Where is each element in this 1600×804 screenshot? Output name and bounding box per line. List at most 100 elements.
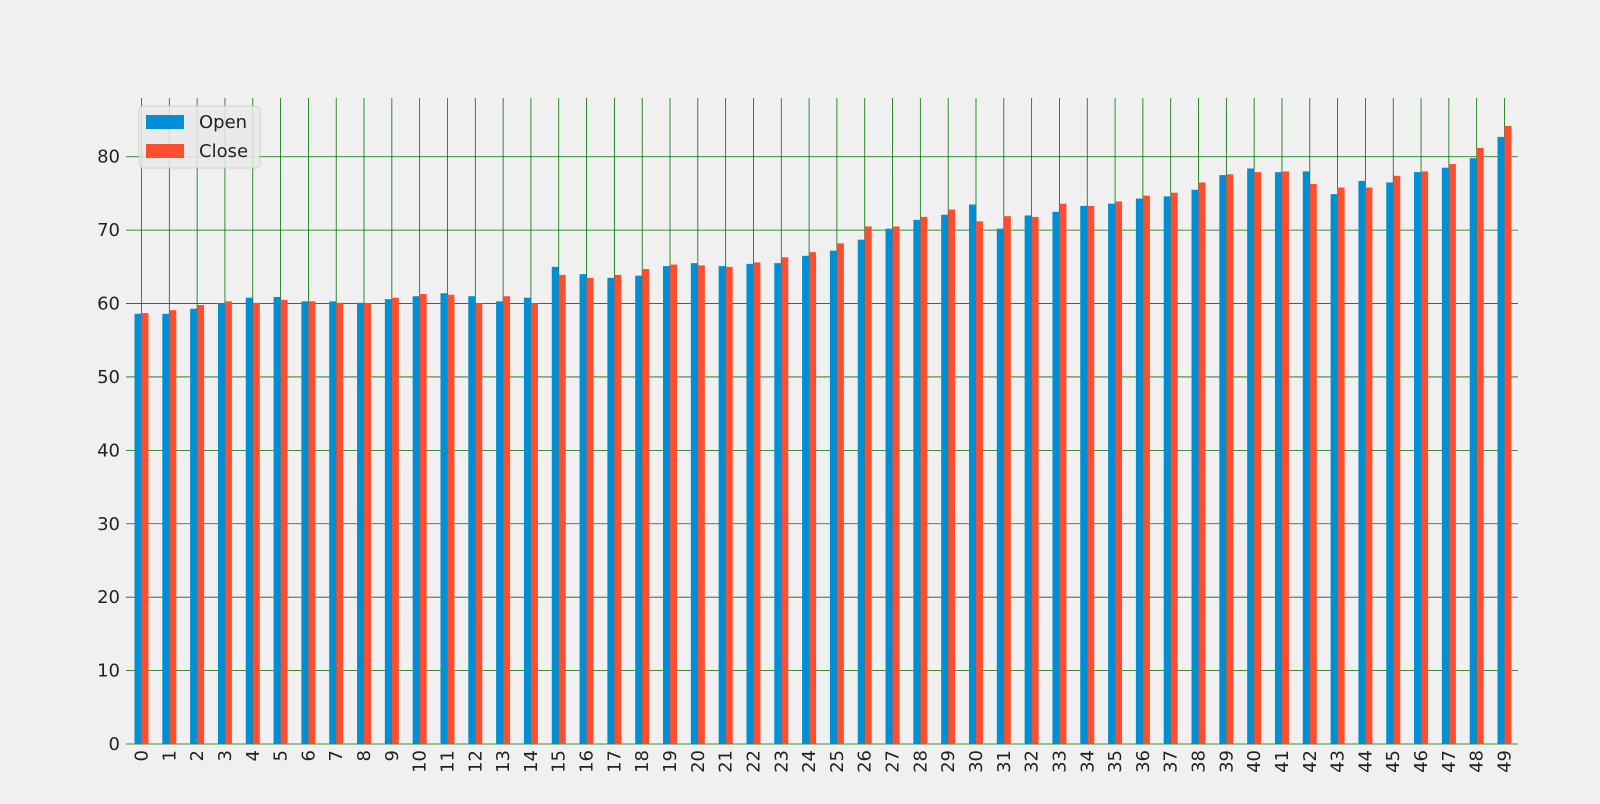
y-tick-label: 70 (97, 220, 120, 241)
x-tick-label: 13 (493, 750, 514, 773)
x-tick-label: 2 (187, 750, 208, 761)
bar-close-45 (1393, 175, 1401, 745)
bar-close-18 (642, 269, 650, 744)
bar-close-30 (975, 221, 983, 744)
x-tick-label: 19 (660, 750, 681, 773)
bar-open-5 (273, 296, 281, 744)
bar-close-17 (614, 274, 622, 744)
bar-close-24 (809, 252, 817, 744)
bar-close-29 (948, 209, 956, 745)
legend-swatch-close (146, 144, 184, 158)
bar-close-38 (1198, 182, 1206, 744)
bar-close-28 (920, 216, 928, 744)
x-tick-label: 32 (1022, 750, 1043, 773)
x-tick-label: 15 (549, 750, 570, 773)
x-tick-label: 38 (1189, 750, 1210, 773)
bar-open-28 (913, 219, 921, 745)
bar-close-14 (530, 303, 538, 744)
bar-close-41 (1281, 171, 1289, 745)
x-tick-label: 36 (1133, 750, 1154, 773)
bar-open-44 (1358, 180, 1366, 744)
bar-close-12 (475, 303, 483, 744)
bar-close-35 (1115, 201, 1123, 744)
x-tick-label: 24 (799, 750, 820, 773)
bar-close-4 (252, 302, 260, 744)
x-tick-label: 7 (326, 750, 347, 761)
bar-close-46 (1421, 171, 1429, 745)
bar-open-0 (134, 313, 142, 744)
x-tick-label: 34 (1077, 750, 1098, 773)
bar-open-22 (746, 263, 754, 744)
bar-open-37 (1163, 196, 1171, 745)
x-axis-ticks: 0 1 2 3 4 5 6 7 8 9 10 11 12 13 14 15 16 17 18 19 20 21 22 23 24… (132, 750, 1516, 773)
bar-open-14 (523, 297, 531, 744)
bar-close-19 (670, 264, 678, 744)
bar-open-46 (1414, 172, 1422, 744)
bar-close-44 (1365, 187, 1373, 745)
legend-label-open: Open (199, 112, 247, 133)
x-tick-label: 46 (1411, 750, 1432, 773)
bar-open-10 (412, 296, 420, 744)
x-tick-label: 30 (966, 750, 987, 773)
x-tick-label: 26 (855, 750, 876, 773)
x-tick-label: 41 (1272, 750, 1293, 773)
x-tick-label: 3 (215, 750, 236, 761)
bar-close-13 (503, 296, 511, 744)
bar-open-39 (1219, 175, 1227, 745)
x-tick-label: 33 (1049, 750, 1070, 773)
bar-open-23 (774, 263, 782, 744)
bar-open-34 (1080, 205, 1088, 744)
bar-open-17 (607, 277, 615, 744)
bar-open-32 (1024, 215, 1032, 745)
bar-close-21 (725, 266, 733, 744)
y-tick-label: 10 (97, 661, 120, 682)
bar-close-37 (1170, 192, 1178, 744)
x-tick-label: 14 (521, 750, 542, 773)
y-tick-label: 0 (109, 734, 120, 755)
bar-close-43 (1337, 187, 1345, 745)
x-tick-label: 8 (354, 750, 375, 761)
y-tick-label: 30 (97, 514, 120, 535)
bar-close-33 (1059, 203, 1067, 744)
bar-close-47 (1448, 164, 1456, 744)
bar-open-35 (1108, 203, 1116, 744)
bar-close-1 (169, 310, 177, 744)
bar-close-42 (1309, 183, 1317, 744)
bar-open-24 (802, 255, 810, 745)
x-tick-label: 11 (437, 750, 458, 773)
x-tick-label: 1 (159, 750, 180, 761)
bar-open-33 (1052, 211, 1060, 745)
bar-open-12 (468, 296, 476, 744)
bar-close-40 (1254, 172, 1262, 744)
bar-open-20 (690, 263, 698, 744)
bar-open-27 (885, 228, 893, 744)
x-tick-label: 37 (1161, 750, 1182, 773)
y-tick-label: 50 (97, 367, 120, 388)
bar-open-3 (217, 303, 225, 744)
bar-close-11 (447, 294, 455, 744)
bar-open-36 (1135, 198, 1143, 745)
y-tick-label: 20 (97, 587, 120, 608)
x-tick-label: 48 (1467, 750, 1488, 773)
bar-open-43 (1330, 194, 1338, 745)
bar-close-16 (586, 277, 594, 744)
bar-close-23 (781, 257, 789, 744)
x-tick-label: 47 (1439, 750, 1460, 773)
x-tick-label: 16 (577, 750, 598, 773)
bar-close-34 (1087, 205, 1095, 744)
x-tick-label: 25 (827, 750, 848, 773)
bar-open-16 (579, 274, 587, 744)
bar-open-47 (1441, 167, 1449, 744)
bar-open-26 (857, 239, 865, 744)
x-tick-label: 21 (716, 750, 737, 773)
bar-close-27 (892, 226, 900, 744)
bar-open-42 (1302, 171, 1310, 745)
bar-open-41 (1274, 172, 1282, 744)
x-tick-label: 18 (632, 750, 653, 773)
x-tick-label: 22 (743, 750, 764, 773)
bar-open-8 (357, 302, 365, 744)
bar-close-3 (224, 301, 232, 744)
x-tick-label: 20 (688, 750, 709, 773)
